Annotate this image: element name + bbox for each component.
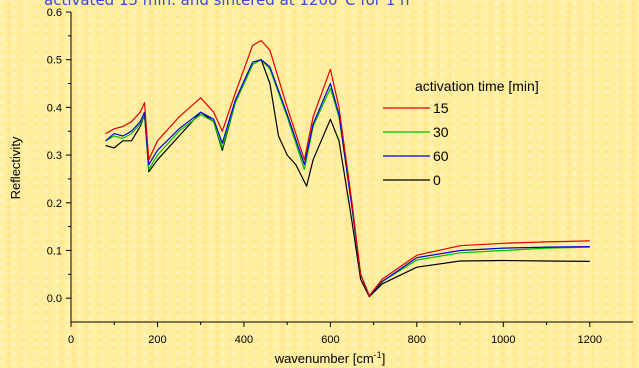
legend-label-60: 60 [433, 148, 449, 164]
x-axis-title-end: ] [382, 351, 386, 366]
series-lines [105, 39, 590, 298]
y-axis-title: Reflectivity [8, 136, 23, 199]
legend-label-15: 15 [433, 100, 449, 116]
legend-label-30: 30 [433, 124, 449, 140]
y-tick-label: 0.1 [47, 245, 62, 257]
figure-caption: activated 15 min. and sintered at 1200°C… [44, 0, 410, 9]
y-tick-label: 0.5 [47, 55, 62, 67]
x-tick-label: 800 [408, 334, 426, 346]
y-tick-label: 0.6 [47, 7, 62, 19]
x-tick-label: 0 [68, 334, 74, 346]
series-line-60 [105, 59, 590, 297]
y-tick-label: 0.2 [47, 198, 62, 210]
x-tick-label: 200 [148, 334, 166, 346]
x-tick-label: 400 [235, 334, 253, 346]
x-tick-label: 1000 [491, 334, 515, 346]
plot-area [70, 12, 633, 323]
x-tick-label: 1200 [578, 334, 602, 346]
x-tick-label: 600 [321, 334, 339, 346]
legend-title: activation time [min] [415, 78, 539, 94]
y-tick-label: 0.0 [47, 293, 62, 305]
y-tick-label: 0.4 [47, 102, 62, 114]
y-tick-label: 0.3 [47, 150, 62, 162]
legend-label-0: 0 [433, 172, 441, 188]
x-axis-title-superscript: -1 [374, 350, 382, 360]
x-axis-title: wavenumber [cm-1] [274, 350, 386, 366]
axis-ticks: 0 200 400 600 800 1000 12000.00.10.20.30.40.50… [47, 7, 602, 346]
legend: activation time [min] 15 30 60 0 [383, 78, 539, 188]
series-line-15 [105, 39, 590, 297]
